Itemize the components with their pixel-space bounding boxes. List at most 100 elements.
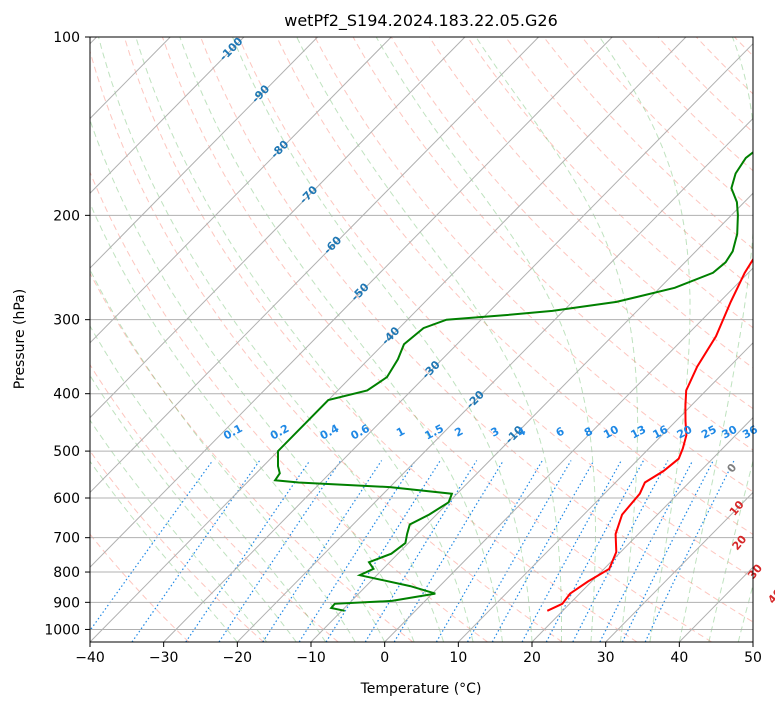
dry-adiabat	[581, 37, 753, 211]
y-tick-label: 200	[53, 208, 80, 224]
mixing-ratio-label: 3	[489, 425, 502, 440]
mixing-ratio-line	[262, 460, 383, 642]
x-tick-label: 30	[597, 650, 615, 666]
moist-adiabat	[90, 374, 297, 642]
isotherm-line	[90, 37, 539, 494]
mixing-ratio-label: 30	[720, 423, 740, 442]
dry-adiabat	[161, 37, 712, 642]
moist-adiabat	[90, 419, 268, 642]
isotherm-line	[90, 37, 392, 344]
mixing-ratio-line	[621, 460, 714, 642]
dry-adiabat	[123, 37, 638, 642]
moist-adiabat	[678, 37, 753, 642]
moist-adiabat-label: 0	[725, 461, 740, 475]
dry-adiabat	[90, 49, 563, 642]
mixing-ratio-line	[521, 460, 622, 642]
y-tick-label: 100	[53, 30, 80, 46]
y-tick-label: 900	[53, 595, 80, 611]
mixing-ratio-label: 6	[554, 424, 567, 439]
mixing-ratio-label: 25	[699, 423, 719, 442]
y-axis: 100 200 300 400 500 600 700 800 900 1000	[44, 30, 90, 638]
background-lines	[90, 37, 753, 642]
mixing-ratio-line	[364, 460, 478, 642]
mixing-ratio-line	[572, 460, 669, 642]
mixing-ratio-line	[491, 460, 595, 642]
mixing-ratio-line	[185, 460, 311, 642]
dry-adiabat	[505, 37, 753, 289]
moist-adiabat-label: 20	[730, 533, 750, 553]
temperature-profile	[546, 257, 753, 612]
isotherm-line	[90, 37, 687, 642]
mixing-ratio-label: 20	[675, 423, 695, 442]
isotherm-line	[678, 566, 753, 642]
x-tick-label: 20	[523, 650, 541, 666]
x-tick-label: −30	[149, 650, 179, 666]
gridlines	[90, 37, 753, 642]
dry-adiabat	[276, 37, 753, 536]
x-tick-label: 40	[670, 650, 688, 666]
mixing-ratio-label: 1.5	[423, 422, 446, 443]
moist-adiabat	[599, 37, 691, 642]
moist-adiabat	[98, 37, 445, 642]
moist-adiabat	[90, 460, 238, 642]
mixing-ratio-line	[131, 460, 261, 642]
y-tick-label: 500	[53, 444, 80, 460]
moist-adiabat	[90, 324, 327, 642]
moist-adiabat	[90, 202, 386, 642]
dry-adiabat	[90, 272, 414, 642]
dry-adiabat	[352, 37, 753, 451]
mixing-ratio-label: 2	[452, 425, 465, 440]
mixing-ratio-label: 13	[629, 423, 649, 442]
mixing-ratio-line	[435, 460, 543, 642]
mixing-ratio-label: 36	[740, 423, 760, 442]
x-tick-label: −20	[223, 650, 253, 666]
moist-adiabat	[232, 37, 533, 642]
x-tick-label: 50	[744, 650, 762, 666]
isotherm-line	[310, 192, 753, 642]
moist-adiabat	[90, 268, 356, 642]
isotherm-line	[90, 37, 318, 269]
dry-adiabat	[390, 37, 753, 410]
dry-adiabat	[543, 37, 753, 250]
dry-adiabat	[619, 37, 753, 172]
moist-adiabat	[475, 37, 639, 642]
y-tick-label: 800	[53, 565, 80, 581]
profiles	[273, 151, 753, 612]
mixing-ratio-label: 8	[582, 425, 595, 440]
y-tick-label: 300	[53, 313, 80, 329]
chart-title: wetPf2_S194.2024.183.22.05.G26	[284, 11, 558, 31]
y-axis-label: Pressure (hPa)	[12, 289, 28, 389]
isotherm-line	[384, 267, 753, 642]
plot-frame	[89, 36, 754, 643]
y-tick-label: 400	[53, 387, 80, 403]
mixing-ratio-line	[599, 460, 694, 642]
isotherm-line	[90, 37, 245, 194]
isotherm-line	[752, 641, 753, 642]
x-tick-label: −10	[296, 650, 326, 666]
x-axis-label: Temperature (°C)	[360, 681, 482, 697]
isotherm-line	[90, 37, 466, 419]
dry-adiabat	[90, 450, 264, 642]
mixing-ratio-line	[393, 460, 504, 642]
x-tick-label: −40	[75, 650, 105, 666]
dewpoint-profile	[273, 151, 753, 612]
mixing-ratio-label: 0.1	[221, 422, 244, 443]
mixing-ratio-label: 0.4	[318, 422, 342, 443]
dry-adiabat	[90, 170, 488, 642]
moist-adiabat-label: 10	[727, 498, 747, 518]
moist-adiabat	[179, 37, 503, 642]
x-tick-label: 0	[380, 650, 389, 666]
dry-adiabat	[657, 37, 753, 133]
moist-adiabat-label: 30	[745, 561, 765, 581]
dry-adiabat	[90, 533, 190, 642]
mixing-ratio-label: 16	[651, 423, 671, 442]
mixing-ratio-label: 10	[601, 423, 621, 442]
dry-adiabat	[238, 37, 753, 579]
mixing-ratio-label: 0.6	[349, 422, 373, 443]
mixing-ratio-label: 1	[394, 425, 407, 440]
isotherm-line	[457, 342, 753, 642]
mixing-ratio-line	[218, 460, 342, 642]
dry-adiabat	[695, 37, 753, 95]
moist-adiabat	[135, 37, 474, 642]
